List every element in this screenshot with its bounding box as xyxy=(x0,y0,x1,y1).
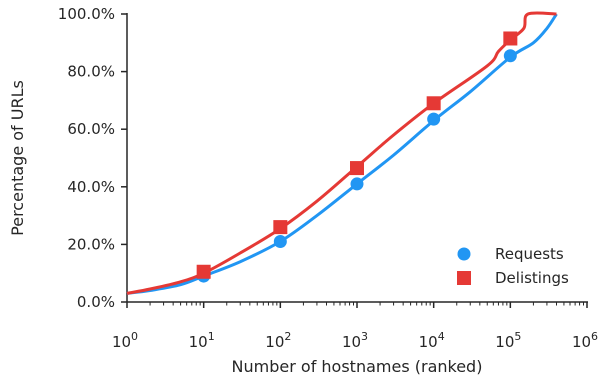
y-axis-title: Percentage of URLs xyxy=(8,80,27,236)
y-ticks: 0.0% 20.0% 40.0% 60.0% 80.0% 100.0% xyxy=(58,5,127,311)
x-tick-exponent: 2 xyxy=(284,330,291,343)
y-tick-label: 20.0% xyxy=(67,235,115,253)
x-tick-label: 106 xyxy=(572,330,598,351)
y-tick-label: 40.0% xyxy=(67,178,115,196)
x-tick-exponent: 0 xyxy=(131,330,138,343)
x-axis-title: Number of hostnames (ranked) xyxy=(232,357,483,376)
x-tick-label: 103 xyxy=(342,330,368,351)
series xyxy=(126,11,558,295)
series-line-requests xyxy=(126,13,558,295)
data-point-delistings xyxy=(350,161,364,176)
x-tick-base: 10 xyxy=(572,333,591,351)
x-tick-base: 10 xyxy=(419,333,438,351)
legend-label-requests: Requests xyxy=(495,245,564,263)
x-tick-exponent: 1 xyxy=(208,330,215,343)
data-point-requests xyxy=(273,235,287,249)
data-point-requests xyxy=(350,177,364,191)
x-tick-base: 10 xyxy=(342,333,361,351)
legend: Requests Delistings xyxy=(457,245,569,287)
legend-marker-requests xyxy=(457,247,471,261)
x-tick-base: 10 xyxy=(495,333,514,351)
data-point-delistings xyxy=(273,220,288,235)
x-tick-label: 100 xyxy=(112,330,138,351)
x-tick-exponent: 5 xyxy=(514,330,521,343)
y-tick-label: 0.0% xyxy=(77,293,115,311)
data-point-delistings xyxy=(426,96,441,111)
x-tick-label: 104 xyxy=(419,330,445,351)
x-tick-exponent: 3 xyxy=(361,330,368,343)
data-point-requests xyxy=(427,112,441,126)
y-tick-label: 60.0% xyxy=(67,120,115,138)
x-tick-base: 10 xyxy=(189,333,208,351)
x-tick-label: 101 xyxy=(189,330,215,351)
x-tick-exponent: 4 xyxy=(438,330,445,343)
x-tick-base: 10 xyxy=(265,333,284,351)
data-point-requests xyxy=(503,49,517,63)
y-tick-label: 100.0% xyxy=(58,5,115,23)
y-tick-label: 80.0% xyxy=(67,63,115,81)
series-line-delistings xyxy=(126,11,557,295)
data-point-delistings xyxy=(503,31,518,46)
legend-marker-delistings xyxy=(457,271,471,285)
x-tick-label: 102 xyxy=(265,330,291,351)
x-ticks: 100 101 102 103 104 105 106 xyxy=(112,302,598,351)
data-point-delistings xyxy=(196,264,211,279)
x-tick-base: 10 xyxy=(112,333,131,351)
x-tick-label: 105 xyxy=(495,330,521,351)
legend-label-delistings: Delistings xyxy=(495,269,569,287)
x-tick-exponent: 6 xyxy=(591,330,598,343)
